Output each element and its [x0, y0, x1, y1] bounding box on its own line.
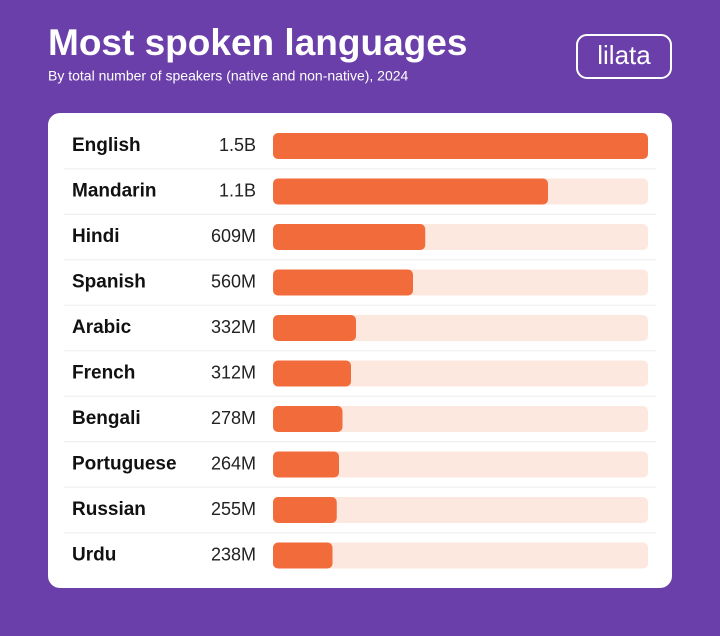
value-label: 609M: [211, 226, 256, 246]
value-label: 264M: [211, 453, 256, 473]
category-label: Arabic: [72, 317, 132, 338]
value-label: 238M: [211, 544, 256, 564]
category-label: Russian: [72, 499, 146, 520]
bar: [273, 542, 333, 569]
bar: [273, 178, 548, 205]
bar: [273, 315, 356, 341]
bar: [273, 497, 337, 523]
value-label: 312M: [211, 362, 256, 382]
logo-box: [576, 34, 672, 79]
category-label: English: [72, 135, 141, 156]
bar: [273, 269, 413, 296]
bar-track: [273, 497, 648, 523]
category-label: Hindi: [72, 226, 120, 247]
bar-track: [273, 360, 648, 387]
bar-track: [273, 315, 648, 341]
bar: [273, 406, 343, 432]
category-label: Mandarin: [72, 181, 156, 202]
bar: [273, 360, 351, 387]
bar: [273, 224, 426, 250]
category-label: Urdu: [72, 545, 116, 566]
value-label: 1.1B: [219, 180, 256, 200]
bar: [273, 133, 648, 159]
bar-track: [273, 542, 648, 569]
bar-track: [273, 451, 648, 478]
chart-title: Most spoken languages: [48, 22, 467, 63]
category-label: French: [72, 363, 135, 384]
value-label: 1.5B: [219, 135, 256, 155]
category-label: Portuguese: [72, 454, 177, 475]
category-label: Spanish: [72, 272, 146, 293]
value-label: 255M: [211, 499, 256, 519]
category-label: Bengali: [72, 408, 141, 429]
value-label: 332M: [211, 317, 256, 337]
value-label: 278M: [211, 408, 256, 428]
bar: [273, 451, 339, 478]
chart-subtitle: By total number of speakers (native and …: [48, 68, 409, 84]
logo: lilata: [597, 40, 651, 70]
value-label: 560M: [211, 271, 256, 291]
bar-track: [273, 406, 648, 432]
